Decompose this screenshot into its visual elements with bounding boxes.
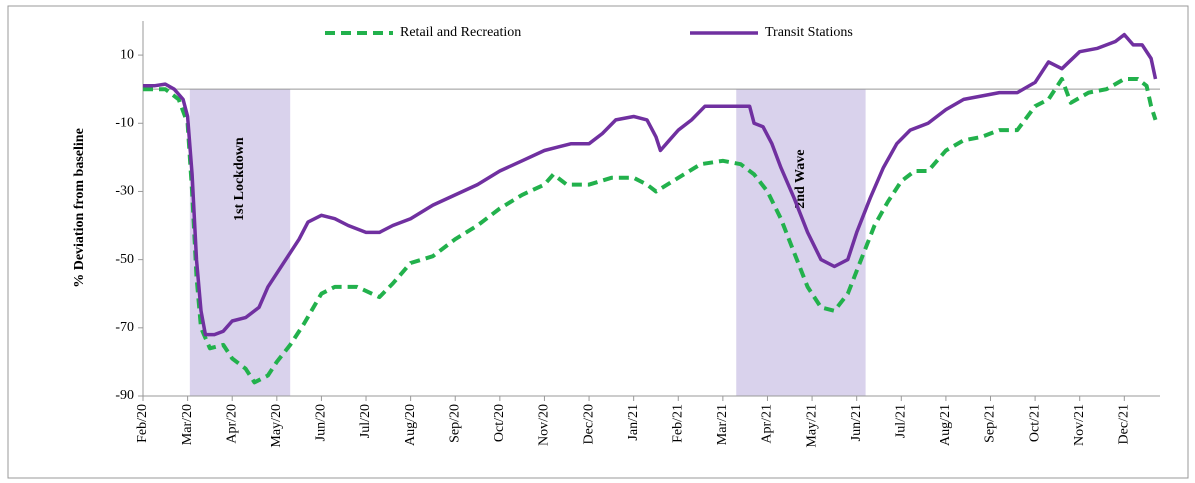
x-tick-label: Aug/20 — [403, 404, 418, 446]
frame — [7, 5, 1189, 479]
x-tick-label: Mar/20 — [180, 404, 195, 445]
x-tick-label: Jul/20 — [358, 404, 373, 438]
x-tick-label: May/21 — [804, 404, 819, 448]
x-tick-label: Apr/20 — [224, 404, 239, 444]
x-tick-label: May/20 — [269, 404, 284, 448]
x-tick-label: Nov/20 — [537, 404, 552, 446]
legend-label: Retail and Recreation — [400, 25, 521, 40]
y-tick-label: -10 — [115, 115, 134, 130]
y-tick-label: 10 — [120, 47, 134, 62]
y-tick-label: -90 — [115, 388, 134, 403]
series-line — [143, 77, 1158, 385]
y-tick-label: -30 — [115, 184, 134, 199]
x-tick-label: Aug/21 — [938, 404, 953, 446]
legend-label: Transit Stations — [765, 25, 853, 40]
x-tick-label: Jul/21 — [894, 404, 909, 438]
x-tick-label: Apr/21 — [760, 404, 775, 444]
x-tick-label: Feb/21 — [670, 404, 685, 443]
shaded-period — [736, 89, 866, 396]
x-tick-label: Mar/21 — [715, 404, 730, 445]
x-tick-label: Sep/20 — [447, 404, 462, 443]
series-line — [143, 32, 1158, 337]
shaded-period — [189, 89, 291, 396]
x-tick-label: Oct/20 — [492, 404, 507, 442]
shaded-label: 1st Lockdown — [232, 137, 247, 221]
x-tick-label: Dec/20 — [581, 404, 596, 444]
x-tick-label: Dec/21 — [1117, 404, 1132, 444]
y-tick-label: -70 — [115, 320, 134, 335]
y-axis-label: % Deviation from baseline — [72, 128, 87, 288]
x-tick-label: Nov/21 — [1072, 404, 1087, 446]
x-tick-label: Jan/21 — [626, 404, 641, 441]
x-tick-label: Oct/21 — [1027, 404, 1042, 442]
shaded-label: 2nd Wave — [793, 150, 808, 209]
x-tick-label: Jun/21 — [849, 404, 864, 441]
x-tick-label: Sep/21 — [983, 404, 998, 443]
x-tick-label: Jun/20 — [314, 404, 329, 441]
x-tick-label: Feb/20 — [135, 404, 150, 443]
y-tick-label: -50 — [115, 252, 134, 267]
